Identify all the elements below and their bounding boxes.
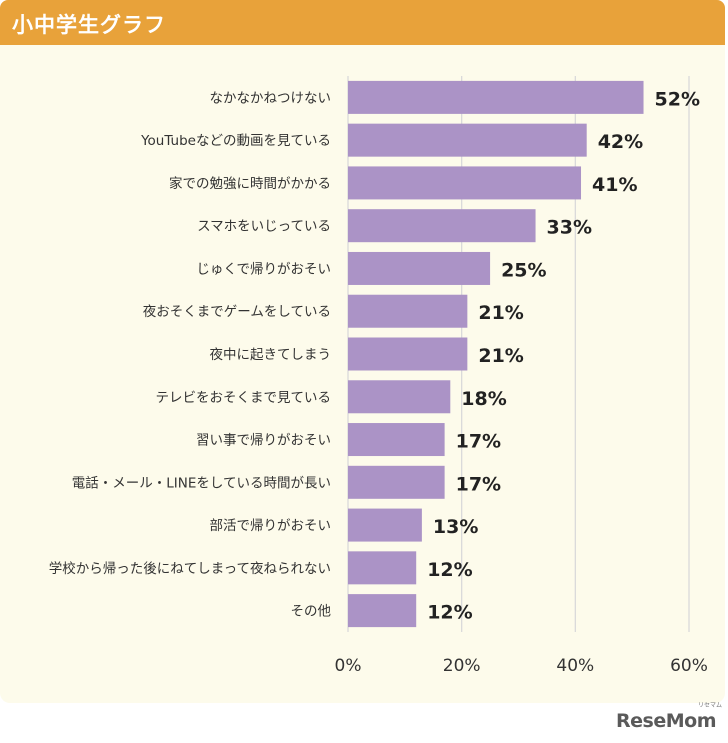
category-label-2: 家での勉強に時間がかかる <box>169 175 331 192</box>
category-label-1: YouTubeなどの動画を見ている <box>140 133 331 149</box>
value-label-11: 12% <box>427 559 472 581</box>
resemom-logo: ReseMom <box>616 710 716 732</box>
bar-8 <box>348 423 445 457</box>
bar-9 <box>348 465 445 499</box>
value-label-9: 17% <box>456 473 501 495</box>
category-label-0: なかなかねつけない <box>210 90 332 106</box>
category-label-12: その他 <box>291 604 332 620</box>
value-label-0: 52% <box>655 88 700 110</box>
bar-5 <box>348 294 468 328</box>
value-label-6: 21% <box>478 345 523 367</box>
value-label-2: 41% <box>592 174 637 196</box>
bar-7 <box>348 380 451 414</box>
category-label-3: スマホをいじっている <box>197 219 331 235</box>
category-label-4: じゅくで帰りがおそい <box>196 260 331 277</box>
category-label-11: 学校から帰った後にねてしまって夜ねられない <box>49 560 331 577</box>
bar-3 <box>348 209 536 243</box>
bar-6 <box>348 337 468 371</box>
bar-0 <box>348 80 644 114</box>
value-label-1: 42% <box>598 131 643 153</box>
bar-2 <box>348 166 582 200</box>
category-label-6: 夜中に起きてしまう <box>210 347 332 363</box>
bar-1 <box>348 123 587 157</box>
bar-4 <box>348 251 491 285</box>
category-label-7: テレビをおそくまで見ている <box>156 390 332 406</box>
value-label-12: 12% <box>427 602 472 624</box>
x-tick-label-40: 40% <box>556 656 594 676</box>
value-label-10: 13% <box>433 516 478 538</box>
value-label-5: 21% <box>478 302 523 324</box>
x-tick-label-60: 60% <box>670 656 708 676</box>
bar-10 <box>348 508 422 542</box>
bar-11 <box>348 551 417 585</box>
category-label-9: 電話・メール・LINEをしている時間が長い <box>72 474 331 491</box>
value-label-8: 17% <box>456 431 501 453</box>
logo-kana: リセマム <box>697 702 722 709</box>
category-label-5: 夜おそくまでゲームをしている <box>143 304 331 320</box>
bar-12 <box>348 594 417 628</box>
value-label-3: 33% <box>547 217 592 239</box>
category-label-8: 習い事で帰りがおそい <box>196 432 331 449</box>
x-tick-label-20: 20% <box>443 656 481 676</box>
x-tick-label-0: 0% <box>335 656 362 676</box>
chart-title: 小中学生グラフ <box>12 13 166 37</box>
value-label-7: 18% <box>461 388 506 410</box>
category-label-10: 部活で帰りがおそい <box>210 517 332 534</box>
value-label-4: 25% <box>501 259 546 281</box>
chart-header: 小中学生グラフ <box>0 0 725 45</box>
